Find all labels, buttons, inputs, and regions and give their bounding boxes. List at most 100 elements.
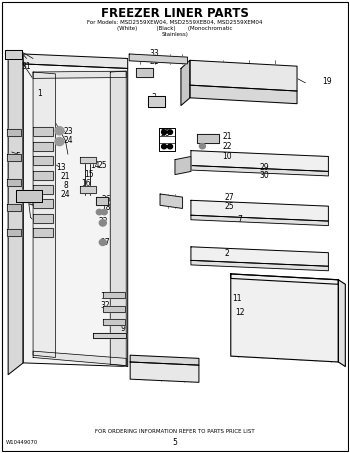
Text: 5: 5 [16,152,21,161]
Circle shape [99,239,106,246]
Polygon shape [130,362,199,382]
Polygon shape [33,170,53,179]
Text: 24: 24 [61,190,70,199]
Circle shape [99,220,106,226]
Polygon shape [16,190,42,202]
Text: FREEZER LINER PARTS: FREEZER LINER PARTS [101,7,249,20]
Text: 17: 17 [100,238,110,247]
Text: 25: 25 [225,202,235,211]
Text: Stainless): Stainless) [162,32,188,37]
Polygon shape [103,305,125,312]
Text: 10: 10 [223,152,232,161]
Polygon shape [148,96,165,107]
Text: 20: 20 [140,68,150,77]
Polygon shape [80,156,96,163]
Circle shape [55,138,64,146]
Text: 21: 21 [61,172,70,181]
Text: 25: 25 [98,161,107,170]
Polygon shape [33,228,53,237]
Polygon shape [191,247,328,266]
Text: (White)           (Black)       (Monochromatic: (White) (Black) (Monochromatic [117,26,233,31]
Text: 31: 31 [22,62,32,71]
Polygon shape [33,214,53,223]
Text: 19: 19 [322,77,332,87]
Circle shape [168,145,173,149]
Polygon shape [33,199,53,208]
Text: 16: 16 [82,179,91,188]
Polygon shape [7,179,21,186]
Text: 27: 27 [225,193,235,202]
Polygon shape [33,351,126,366]
Polygon shape [23,54,128,68]
Text: 26: 26 [102,195,111,204]
Polygon shape [160,194,182,208]
Circle shape [96,209,102,215]
Polygon shape [33,156,53,165]
Polygon shape [80,186,96,193]
Text: 12: 12 [235,308,245,317]
Polygon shape [129,54,188,64]
Polygon shape [7,204,21,211]
Polygon shape [33,185,53,194]
Text: 28: 28 [160,130,170,139]
Polygon shape [33,127,53,136]
Text: 13: 13 [57,163,66,172]
Polygon shape [33,72,56,357]
Text: 14: 14 [91,161,100,170]
Text: 24: 24 [63,136,73,145]
Text: 23: 23 [63,127,73,136]
Text: 18: 18 [102,203,111,212]
Text: 7: 7 [237,215,242,224]
Polygon shape [191,215,328,226]
Polygon shape [231,274,338,362]
Polygon shape [181,60,190,106]
Text: 30: 30 [260,171,270,180]
Polygon shape [33,142,53,151]
Polygon shape [191,200,328,221]
Polygon shape [136,68,153,77]
Polygon shape [130,355,199,365]
Text: 32: 32 [100,301,110,310]
Text: 12: 12 [100,292,110,301]
Circle shape [168,130,173,135]
Polygon shape [33,71,126,78]
Circle shape [101,209,107,215]
Polygon shape [8,54,23,375]
Polygon shape [191,260,328,271]
Polygon shape [93,333,126,338]
Text: 9: 9 [120,323,125,333]
Text: 21: 21 [223,132,232,141]
Polygon shape [5,50,22,58]
Polygon shape [103,292,125,299]
Text: W10449070: W10449070 [6,440,38,445]
Polygon shape [197,134,219,143]
Polygon shape [7,130,21,136]
Text: 11: 11 [232,294,242,303]
Text: 29: 29 [260,163,270,172]
Polygon shape [190,60,297,91]
Text: 1: 1 [37,89,42,98]
Polygon shape [110,71,126,366]
Circle shape [199,144,205,149]
Polygon shape [338,280,345,366]
Text: 21: 21 [149,57,159,66]
Polygon shape [23,64,128,366]
Circle shape [55,127,64,135]
Text: 22: 22 [223,142,232,150]
Polygon shape [96,197,108,205]
Text: 22: 22 [98,217,107,226]
Polygon shape [175,156,191,174]
Text: 33: 33 [149,49,159,58]
Polygon shape [190,85,297,104]
Circle shape [162,145,167,149]
Text: 5: 5 [173,438,177,447]
Text: 4: 4 [28,199,33,208]
Text: 15: 15 [85,170,94,179]
Polygon shape [191,165,328,176]
Text: 8: 8 [63,181,68,190]
Polygon shape [191,151,328,171]
Polygon shape [7,154,21,161]
Text: For Models: MSD2559XEW04, MSD2559XEB04, MSD2559XEM04: For Models: MSD2559XEW04, MSD2559XEB04, … [87,20,263,25]
Polygon shape [231,274,338,284]
Polygon shape [7,229,21,236]
